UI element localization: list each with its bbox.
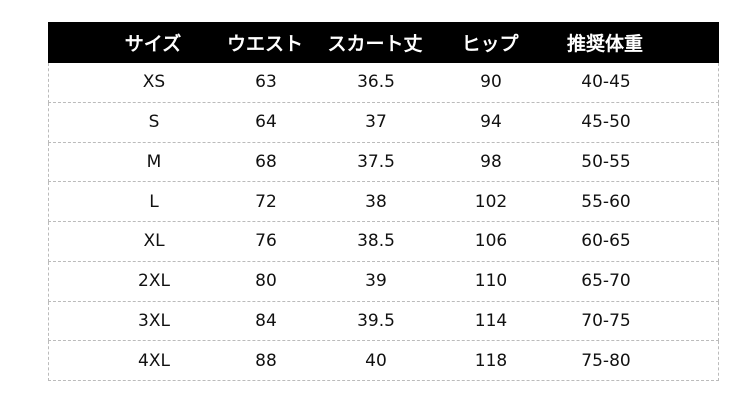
table-cell: 75-80 bbox=[581, 350, 631, 371]
table-cell: XS bbox=[142, 72, 166, 93]
table-cell: 94 bbox=[480, 112, 502, 133]
table-cell: 60-65 bbox=[581, 231, 631, 252]
table-cell: 106 bbox=[474, 231, 508, 252]
table-row: S 64 37 94 45-50 bbox=[48, 102, 719, 143]
table-header: サイズ ウエスト スカート丈 ヒップ 推奨体重 bbox=[48, 22, 719, 63]
table-cell: 39.5 bbox=[357, 310, 395, 331]
table-cell: M bbox=[146, 151, 162, 172]
table-cell: 110 bbox=[474, 271, 508, 292]
table-cell: 38.5 bbox=[357, 231, 395, 252]
table-row: XS 63 36.5 90 40-45 bbox=[48, 63, 719, 103]
column-header: ウエスト bbox=[226, 33, 304, 55]
table-cell: 90 bbox=[480, 72, 502, 93]
table-row: XL 76 38.5 106 60-65 bbox=[48, 222, 719, 262]
table-cell: 70-75 bbox=[581, 310, 631, 331]
table-cell: L bbox=[149, 191, 159, 212]
table-cell: 118 bbox=[474, 350, 508, 371]
table-row: 4XL 88 40 118 75-80 bbox=[48, 341, 719, 381]
table-cell: 37.5 bbox=[357, 151, 395, 172]
table-cell: 114 bbox=[474, 310, 508, 331]
size-chart-table: サイズ ウエスト スカート丈 ヒップ 推奨体重 XS 63 36.5 90 40-45 S 64 37 9… bbox=[48, 22, 719, 381]
table-cell: 40-45 bbox=[581, 72, 631, 93]
table-cell: 55-60 bbox=[581, 191, 631, 212]
column-header: スカート丈 bbox=[327, 33, 423, 55]
table-cell: 36.5 bbox=[357, 72, 395, 93]
column-header: サイズ bbox=[124, 33, 182, 55]
column-header: 推奨体重 bbox=[566, 33, 644, 55]
table-cell: 76 bbox=[255, 231, 277, 252]
table-cell: XL bbox=[143, 231, 165, 252]
table-cell: 102 bbox=[474, 191, 508, 212]
table-cell: 63 bbox=[255, 72, 277, 93]
table-row: L 72 38 102 55-60 bbox=[48, 182, 719, 222]
table-cell: 84 bbox=[255, 310, 277, 331]
table-cell: 72 bbox=[255, 191, 277, 212]
table-cell: 38 bbox=[365, 191, 387, 212]
table-cell: 3XL bbox=[138, 310, 170, 331]
table-cell: 68 bbox=[255, 151, 277, 172]
table-row: 3XL 84 39.5 114 70-75 bbox=[48, 301, 719, 342]
table-cell: S bbox=[148, 112, 160, 133]
table-cell: 80 bbox=[255, 271, 277, 292]
table-cell: 40 bbox=[365, 350, 387, 371]
table-cell: 64 bbox=[255, 112, 277, 133]
column-header: ヒップ bbox=[461, 33, 519, 55]
table-cell: 88 bbox=[255, 350, 277, 371]
table-cell: 65-70 bbox=[581, 271, 631, 292]
table-row: M 68 37.5 98 50-55 bbox=[48, 142, 719, 183]
table-cell: 39 bbox=[365, 271, 387, 292]
table-cell: 98 bbox=[480, 151, 502, 172]
table-cell: 37 bbox=[365, 112, 387, 133]
table-cell: 45-50 bbox=[581, 112, 631, 133]
table-cell: 4XL bbox=[138, 350, 170, 371]
table-cell: 50-55 bbox=[581, 151, 631, 172]
table-row: 2XL 80 39 110 65-70 bbox=[48, 261, 719, 302]
table-cell: 2XL bbox=[138, 271, 170, 292]
